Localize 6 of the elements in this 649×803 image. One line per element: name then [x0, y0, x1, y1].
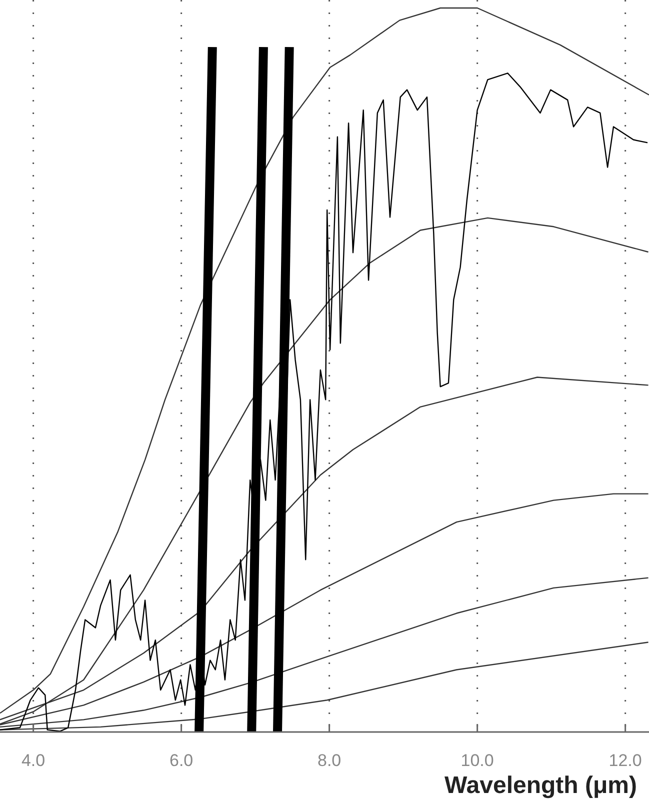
- x-tick-label: 6.0: [169, 751, 194, 770]
- x-tick-label: 12.0: [608, 751, 642, 770]
- x-tick-label: 4.0: [21, 751, 46, 770]
- x-tick-label: 10.0: [460, 751, 494, 770]
- x-tick-label: 8.0: [317, 751, 342, 770]
- x-axis-title: Wavelength (μm): [444, 772, 637, 799]
